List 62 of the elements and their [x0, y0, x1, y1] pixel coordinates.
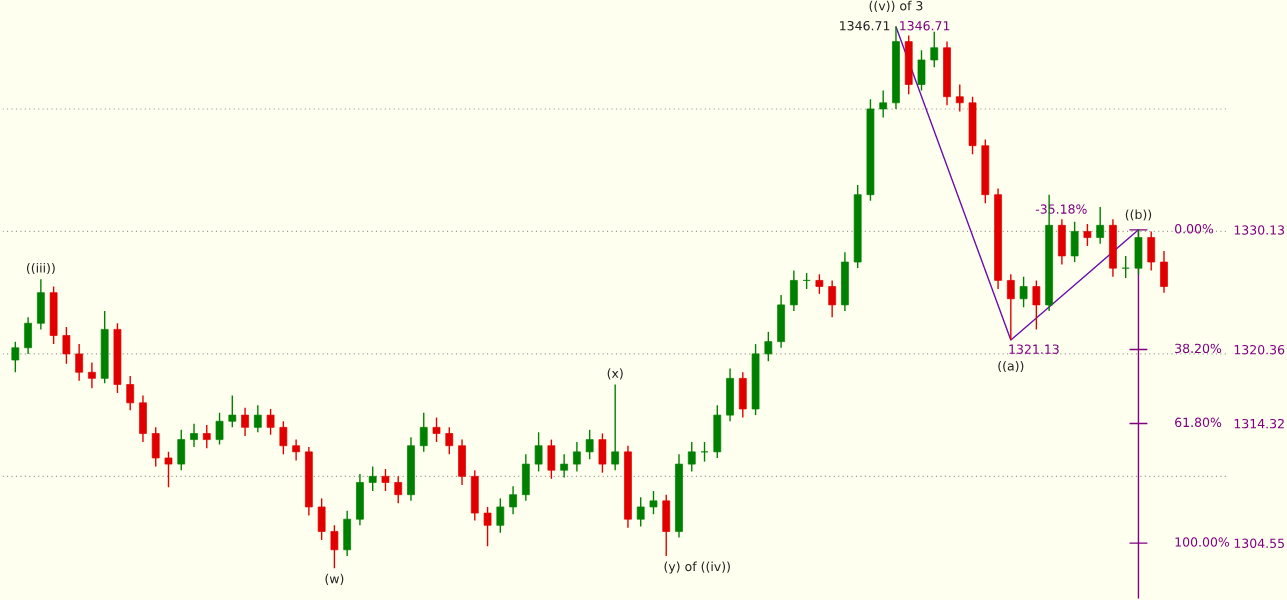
y-tick-label: 1320.36	[1234, 344, 1285, 355]
candlestick	[879, 89, 888, 119]
annotation: ((a))	[998, 360, 1024, 373]
y-tick-label: 1304.55	[1234, 538, 1284, 549]
candlestick	[636, 496, 645, 528]
annotation: (y) of ((iv))	[664, 561, 730, 574]
candlestick	[279, 420, 288, 455]
annotation: (w)	[325, 573, 344, 585]
y-tick-label: 1314.32	[1234, 418, 1284, 429]
candlestick	[202, 424, 211, 449]
candlestick	[266, 408, 275, 436]
candlestick	[1096, 206, 1105, 245]
annotation: ((b))	[1125, 209, 1152, 221]
candlestick	[330, 524, 339, 569]
candlestick	[1019, 276, 1028, 309]
text: 0.00%	[1175, 224, 1214, 234]
candlestick	[11, 340, 20, 373]
candlestick	[687, 441, 696, 473]
candlestick	[1032, 279, 1041, 331]
candlestick	[1006, 273, 1015, 341]
candlestick	[394, 475, 403, 504]
candlestick	[419, 411, 428, 453]
candlestick	[292, 438, 300, 462]
candlestick	[611, 383, 620, 471]
text: 61.80%	[1175, 417, 1222, 428]
candlestick	[509, 485, 517, 515]
candlestick	[828, 279, 837, 318]
candlestick	[930, 31, 939, 69]
candlestick	[241, 407, 249, 437]
candlestick	[190, 422, 198, 448]
annotation: 1321.13	[1009, 344, 1059, 354]
candlestick	[215, 411, 224, 446]
candlestick	[381, 468, 390, 492]
text: 100.00%	[1175, 537, 1230, 547]
candlestick	[573, 441, 581, 473]
candlestick	[496, 497, 505, 534]
candlestick	[585, 429, 594, 460]
candlestick	[164, 451, 173, 489]
candlestick	[483, 506, 492, 547]
annotation: (x)	[607, 368, 623, 380]
candlestick	[560, 453, 568, 479]
candlestick	[126, 375, 135, 411]
candlestick	[253, 404, 262, 433]
annotation: ((v)) of 3	[869, 0, 923, 12]
candlestick	[955, 83, 964, 113]
candlestick	[432, 416, 441, 443]
candlestick	[228, 394, 237, 429]
annotation: 1346.71	[900, 20, 950, 31]
candlestick	[815, 273, 824, 295]
candlestick	[764, 331, 773, 362]
annotation: ((iii))	[26, 262, 55, 275]
candlestick	[445, 426, 454, 455]
candlestick	[88, 361, 96, 389]
candlestick	[534, 431, 543, 473]
candlestick	[1083, 223, 1092, 247]
y-tick-label: 1330.13	[1234, 225, 1285, 235]
candlestick	[368, 465, 377, 492]
candlestick	[62, 326, 71, 365]
candlestick	[75, 343, 84, 382]
candlestick	[649, 490, 658, 515]
text: 38.20%	[1175, 343, 1222, 354]
annotation: 1346.71	[840, 20, 890, 31]
